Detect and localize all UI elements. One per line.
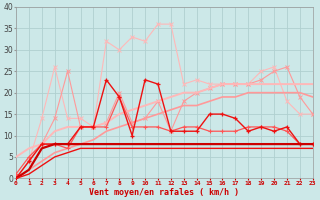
X-axis label: Vent moyen/en rafales ( km/h ): Vent moyen/en rafales ( km/h )	[89, 188, 239, 197]
